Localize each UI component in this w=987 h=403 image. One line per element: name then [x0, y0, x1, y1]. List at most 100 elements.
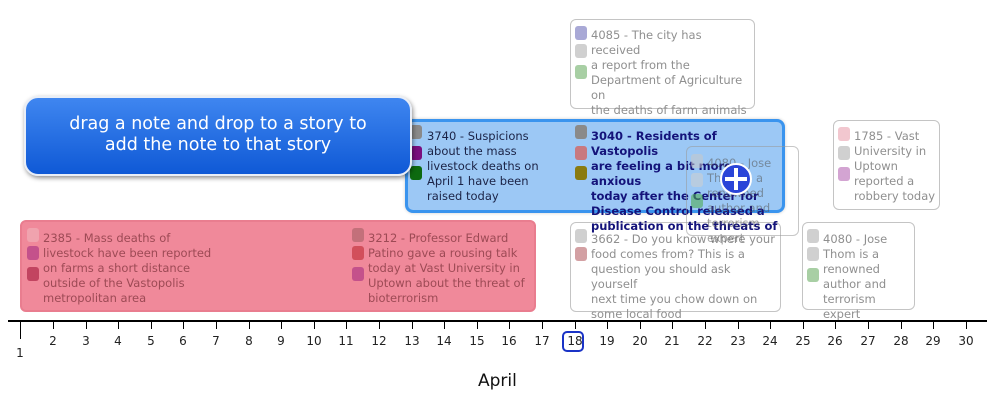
tag-square-icon	[691, 154, 703, 168]
tag-square-icon	[575, 65, 587, 79]
timeline-tick	[705, 321, 706, 329]
timeline-label-1: 1	[16, 346, 24, 360]
timeline-day-label[interactable]: 29	[925, 334, 941, 348]
timeline-tick	[901, 321, 902, 329]
timeline-tick	[803, 321, 804, 329]
timeline-day-label[interactable]: 22	[697, 334, 713, 348]
timeline-day-label[interactable]: 25	[795, 334, 811, 348]
timeline-tick	[20, 321, 21, 339]
timeline-tick	[672, 321, 673, 329]
story-band-blue[interactable]: 3740 - Suspicions about the mass livestock…	[405, 119, 785, 233]
timeline-tick	[444, 321, 445, 329]
timeline-tick	[966, 321, 967, 329]
timeline-tick	[575, 321, 576, 329]
timeline-tick	[379, 321, 380, 329]
timeline-tick	[53, 321, 54, 329]
tooltip-line-1: drag a note and drop to a story to	[69, 114, 367, 134]
timeline-tick	[216, 321, 217, 329]
timeline-tick	[607, 321, 608, 329]
note-text-3212: 3212 - Professor Edward Patino gave a rou…	[368, 231, 525, 305]
timeline-tick	[477, 321, 478, 329]
timeline-tick	[509, 321, 510, 329]
timeline-day-label[interactable]: 15	[469, 334, 485, 348]
timeline-day-label[interactable]: 26	[827, 334, 843, 348]
note-card-4085[interactable]: 4085 - The city has received a report fro…	[570, 19, 755, 132]
timeline-day-label[interactable]: 17	[534, 334, 550, 348]
note-text-4080: 4080 - Jose Thom is a renowned author and te…	[823, 232, 888, 321]
tag-square-icon	[352, 267, 364, 281]
timeline-tick	[640, 321, 641, 329]
timeline-day-label[interactable]: 6	[179, 334, 187, 348]
timeline-day-label[interactable]: 9	[277, 334, 285, 348]
story-band-red[interactable]: 2385 - Mass deaths of livestock have been…	[20, 220, 536, 312]
timeline-day-label[interactable]: 14	[436, 334, 452, 348]
timeline-day-label[interactable]: 19	[599, 334, 615, 348]
note-text-3740: 3740 - Suspicions about the mass livestock…	[427, 129, 539, 203]
tag-square-icon	[410, 166, 422, 180]
tag-square-icon	[691, 194, 703, 208]
month-label: April	[478, 371, 517, 391]
timeline-day-label[interactable]: 16	[501, 334, 517, 348]
timeline-tick	[412, 321, 413, 329]
timeline-day-label[interactable]: 3	[82, 334, 90, 348]
timeline-day-label[interactable]: 20	[632, 334, 648, 348]
timeline-tick	[281, 321, 282, 329]
timeline-day-label[interactable]: 23	[730, 334, 746, 348]
timeline-day-label[interactable]: 4	[114, 334, 122, 348]
tag-square-icon	[575, 146, 587, 160]
timeline-day-label[interactable]: 12	[371, 334, 387, 348]
timeline-day-label[interactable]: 24	[762, 334, 778, 348]
tag-square-icon	[410, 146, 422, 160]
timeline-tick	[249, 321, 250, 329]
note-card-3662[interactable]: 3662 - Do you know where your food comes …	[570, 222, 781, 321]
tag-square-icon	[691, 173, 703, 187]
tag-square-icon	[27, 228, 39, 242]
tag-square-icon	[352, 228, 364, 242]
timeline-day-label[interactable]: 11	[338, 334, 354, 348]
timeline-day-label[interactable]: 28	[893, 334, 909, 348]
timeline-day-label[interactable]: 8	[245, 334, 253, 348]
timeline-tick	[118, 321, 119, 329]
timeline-day-label[interactable]: 27	[860, 334, 876, 348]
tag-square-icon	[575, 44, 587, 58]
timeline-day-label[interactable]: 5	[147, 334, 155, 348]
tag-square-icon	[575, 166, 587, 180]
timeline-day-label[interactable]: 2	[49, 334, 57, 348]
timeline-tick	[542, 321, 543, 329]
tag-square-icon	[838, 127, 850, 141]
timeline-tick	[314, 321, 315, 329]
drag-hint-tooltip: drag a note and drop to a story to add t…	[24, 96, 412, 176]
timeline-day-label[interactable]: 10	[306, 334, 322, 348]
move-cursor-icon	[720, 163, 752, 195]
tag-square-icon	[352, 246, 364, 260]
tag-square-icon	[575, 229, 587, 243]
timeline-day-label[interactable]: 21	[664, 334, 680, 348]
tag-square-icon	[575, 125, 587, 139]
tag-square-icon	[27, 267, 39, 281]
tag-square-icon	[838, 146, 850, 160]
note-text-1785: 1785 - Vast University in Uptown reported a…	[854, 129, 936, 203]
tag-square-icon	[807, 268, 819, 282]
timeline-day-label[interactable]: 7	[212, 334, 220, 348]
tag-square-icon	[575, 26, 587, 40]
tag-square-icon	[27, 246, 39, 260]
tag-square-icon	[575, 247, 587, 261]
timeline-day-label[interactable]: 13	[404, 334, 420, 348]
timeline-tick	[738, 321, 739, 329]
timeline-day-label[interactable]: 18	[567, 334, 583, 348]
timeline-tick	[346, 321, 347, 329]
tag-square-icon	[410, 125, 422, 139]
timeline-tick	[835, 321, 836, 329]
timeline-tick	[933, 321, 934, 329]
note-card-4080[interactable]: 4080 - Jose Thom is a renowned author and te…	[802, 222, 915, 321]
selected-day-marker[interactable]	[562, 331, 584, 352]
tag-square-icon	[838, 167, 850, 181]
timeline-tick	[151, 321, 152, 329]
timeline-tick	[183, 321, 184, 329]
timeline-day-label[interactable]: 30	[958, 334, 974, 348]
timeline-tick	[770, 321, 771, 329]
note-text-4085: 4085 - The city has received a report fro…	[591, 28, 747, 132]
timeline-axis	[8, 320, 987, 322]
timeline-tick	[86, 321, 87, 329]
note-card-1785[interactable]: 1785 - Vast University in Uptown reported a…	[833, 120, 940, 210]
